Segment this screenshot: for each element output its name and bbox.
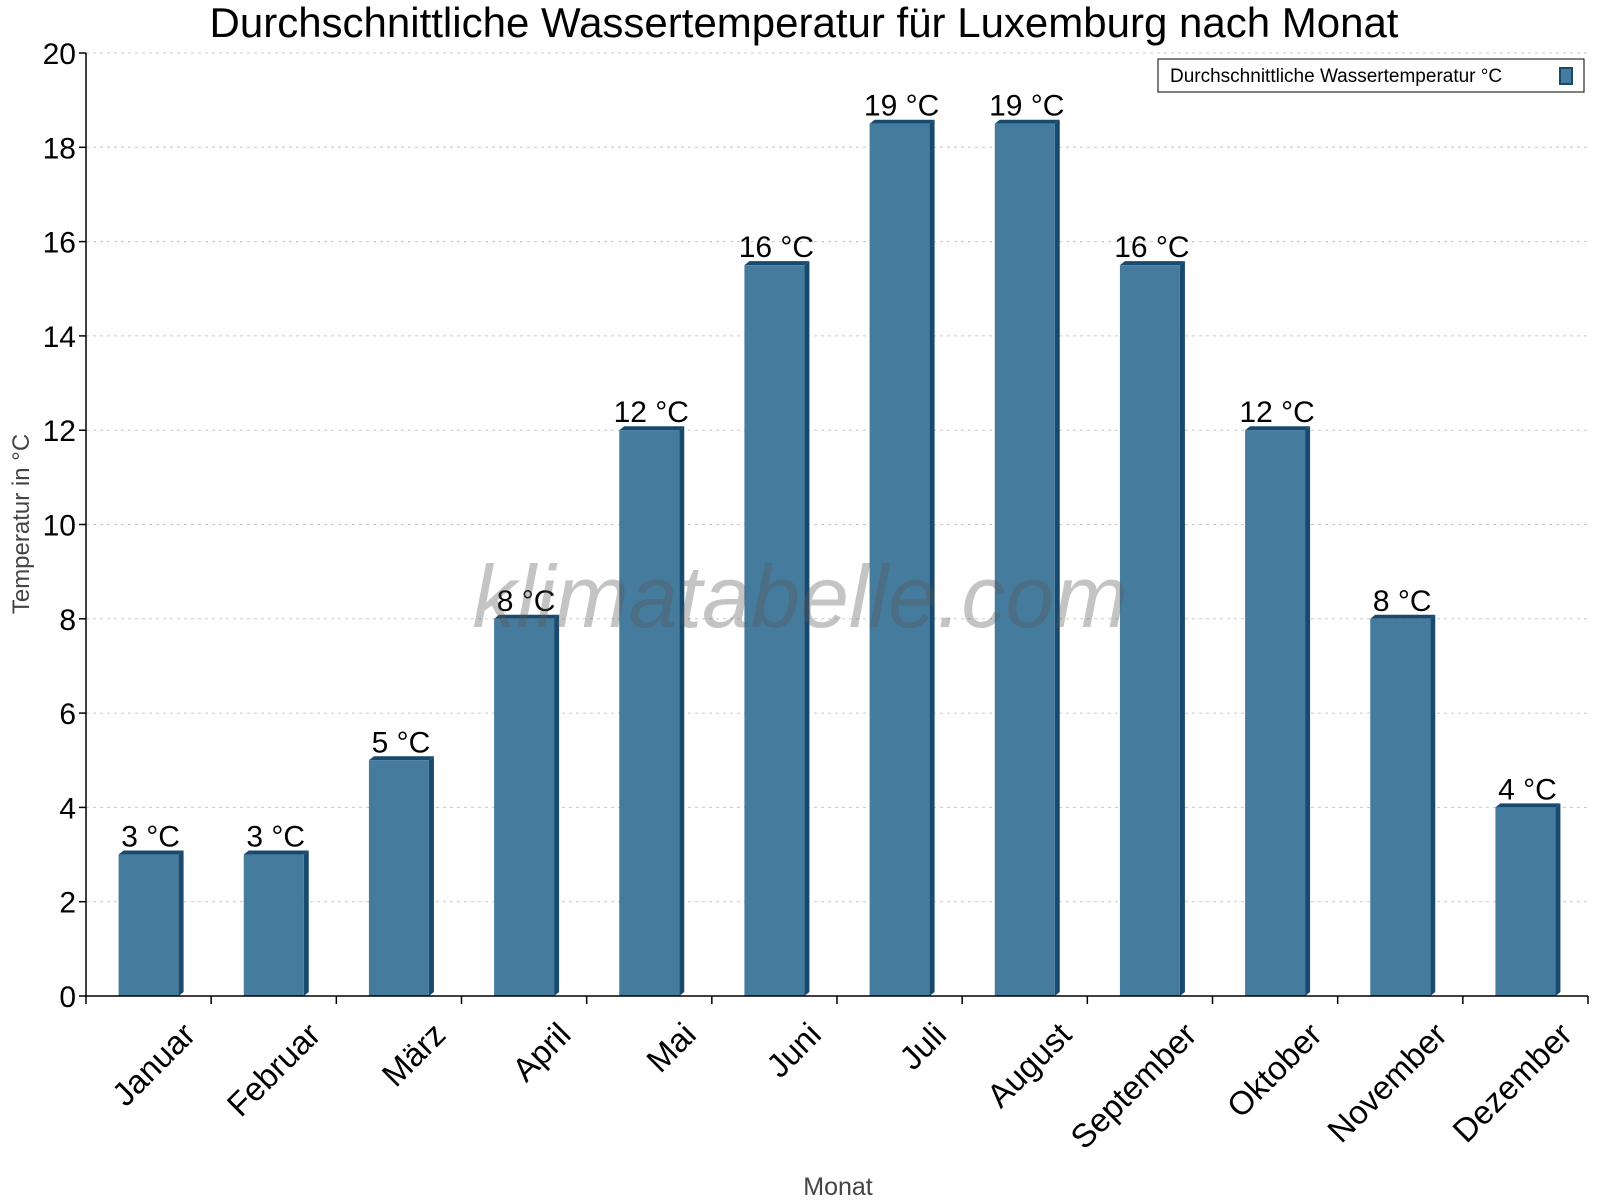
x-tick-label: März <box>375 1015 453 1093</box>
bar-juni: 16 °C <box>739 231 814 996</box>
data-label: 8 °C <box>497 585 556 618</box>
bar-juli: 19 °C <box>864 90 939 997</box>
bar <box>619 430 680 996</box>
bar-side <box>554 614 560 996</box>
legend[interactable]: Durchschnittliche Wassertemperatur °C <box>1157 58 1585 93</box>
y-tick-label: 16 <box>43 227 76 260</box>
data-label: 3 °C <box>121 821 180 854</box>
data-label: 4 °C <box>1498 773 1557 806</box>
bar-top <box>1119 261 1185 266</box>
bar-top <box>619 426 685 431</box>
bar <box>494 618 555 996</box>
data-label: 12 °C <box>1239 396 1314 429</box>
bar-side <box>1555 803 1561 996</box>
data-label: 19 °C <box>864 90 939 123</box>
bar-november: 8 °C <box>1370 585 1436 996</box>
x-tick-label: Juli <box>892 1015 953 1076</box>
bar-top <box>243 850 309 855</box>
bar-top <box>368 756 434 761</box>
bar <box>1495 807 1556 996</box>
data-label: 8 °C <box>1373 585 1432 618</box>
data-label: 3 °C <box>246 821 305 854</box>
bar <box>1119 265 1180 996</box>
data-label: 19 °C <box>989 90 1064 123</box>
y-tick-label: 4 <box>59 792 76 825</box>
y-tick-label: 20 <box>43 38 76 71</box>
bar-side <box>1179 261 1185 996</box>
legend-swatch <box>1559 67 1573 85</box>
x-tick-label: Mai <box>639 1015 703 1079</box>
x-tick-label: Dezember <box>1445 1015 1579 1149</box>
bar <box>869 123 930 997</box>
y-tick-label: 10 <box>43 510 76 543</box>
bar-august: 19 °C <box>989 90 1064 997</box>
bar-side <box>804 261 810 996</box>
x-tick-label: August <box>980 1015 1079 1114</box>
x-tick-label: April <box>505 1015 578 1088</box>
bar-side <box>679 426 685 996</box>
y-tick-label: 2 <box>59 887 76 920</box>
data-label: 5 °C <box>372 726 431 759</box>
x-tick-label: Januar <box>105 1015 203 1113</box>
bar <box>1245 430 1306 996</box>
bar-januar: 3 °C <box>118 821 184 996</box>
bar <box>243 854 304 996</box>
y-tick-label: 6 <box>59 698 76 731</box>
bar-top <box>494 614 560 619</box>
bar-side <box>1054 119 1060 997</box>
bars: 3 °C 3 °C 5 °C 8 °C 12 °C 16 °C 19 °C 19 °C 16 °… <box>118 90 1561 997</box>
bar-side <box>178 850 184 996</box>
bar-side <box>428 756 434 996</box>
x-tick-label: Oktober <box>1220 1015 1329 1124</box>
x-axis-label: Monat <box>803 1173 873 1200</box>
data-label: 16 °C <box>1114 231 1189 264</box>
bar-top <box>869 119 935 124</box>
bar-top <box>994 119 1060 124</box>
bar-mai: 12 °C <box>614 396 689 996</box>
bar-april: 8 °C <box>494 585 560 996</box>
bar-oktober: 12 °C <box>1239 396 1315 996</box>
bar-top <box>1245 426 1311 431</box>
x-tick-label: Juni <box>759 1015 828 1084</box>
bar-top <box>1495 803 1561 808</box>
x-tick-label: September <box>1063 1015 1203 1155</box>
bar <box>368 760 429 996</box>
bar-dezember: 4 °C <box>1495 773 1561 996</box>
data-label: 12 °C <box>614 396 689 429</box>
y-axis-label: Temperatur in °C <box>8 434 35 614</box>
legend-label: Durchschnittliche Wassertemperatur °C <box>1170 66 1502 87</box>
bar <box>744 265 805 996</box>
bar-top <box>118 850 184 855</box>
y-tick-label: 14 <box>43 321 76 354</box>
bar-side <box>303 850 309 996</box>
grid-lines <box>86 52 1588 903</box>
bar-side <box>929 119 935 997</box>
x-tick-label: November <box>1320 1015 1454 1149</box>
watermark: klimatabelle.com <box>472 547 1127 646</box>
legend-box <box>1157 58 1585 93</box>
y-tick-label: 18 <box>43 132 76 165</box>
x-tick-label: Februar <box>219 1015 327 1123</box>
data-label: 16 °C <box>739 231 814 264</box>
bar-side <box>1430 614 1436 996</box>
y-tick-label: 0 <box>59 981 76 1014</box>
bar-märz: 5 °C <box>368 726 434 996</box>
bar-top <box>1370 614 1436 619</box>
bar-februar: 3 °C <box>243 821 309 996</box>
chart-title: Durchschnittliche Wassertemperatur für L… <box>210 0 1399 46</box>
bar-top <box>744 261 810 266</box>
bar <box>994 123 1055 997</box>
bar-september: 16 °C <box>1114 231 1190 996</box>
y-tick-label: 8 <box>59 604 76 637</box>
y-tick-label: 12 <box>43 415 76 448</box>
bar <box>1370 618 1431 996</box>
bar <box>118 854 179 996</box>
bar-side <box>1305 426 1311 996</box>
